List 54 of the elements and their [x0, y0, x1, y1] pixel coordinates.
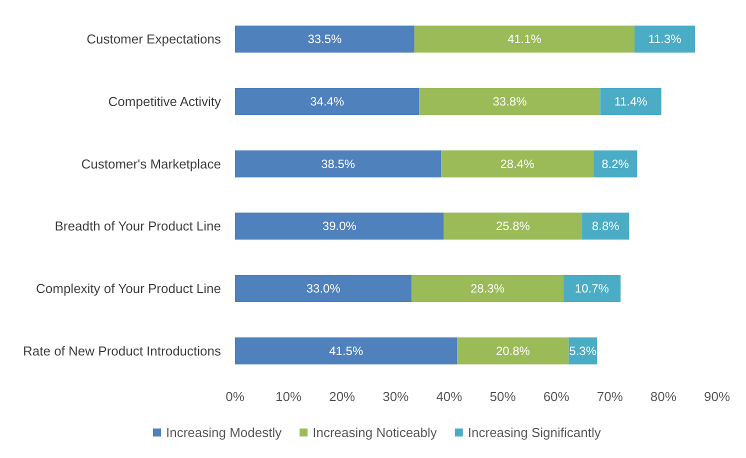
- x-tick-label: 60%: [543, 389, 570, 404]
- y-tick-label: Breadth of Your Product Line: [54, 218, 221, 234]
- y-tick-label: Customer Expectations: [86, 32, 222, 47]
- x-tick-label: 20%: [329, 389, 356, 404]
- data-label: 39.0%: [322, 219, 357, 234]
- y-tick-label: Competitive Activity: [108, 94, 222, 109]
- legend-label: Increasing Modestly: [166, 425, 282, 440]
- bar: [600, 88, 662, 115]
- x-tick-label: 50%: [490, 389, 516, 404]
- bar: [441, 150, 594, 178]
- legend-label: Increasing Significantly: [468, 425, 602, 440]
- bar: [235, 212, 444, 240]
- data-label: 28.4%: [500, 156, 535, 171]
- x-tick-label: 30%: [382, 389, 410, 404]
- y-tick-label: Customer's Marketplace: [81, 156, 221, 172]
- data-label: 38.5%: [321, 156, 356, 171]
- x-tick-label: 10%: [276, 389, 302, 404]
- data-label: 11.3%: [648, 32, 682, 46]
- x-tick-label: 70%: [596, 389, 624, 404]
- bar: [414, 26, 635, 53]
- data-label: 33.0%: [306, 282, 341, 296]
- data-label: 41.5%: [329, 344, 364, 358]
- bar: [412, 275, 564, 302]
- data-label: 33.5%: [308, 32, 342, 46]
- bar: [444, 212, 582, 240]
- data-label: 20.8%: [496, 344, 530, 358]
- data-label: 28.3%: [470, 282, 505, 296]
- bar: [235, 88, 420, 115]
- x-tick-label: 90%: [704, 389, 730, 404]
- data-label: 8.8%: [592, 219, 620, 234]
- bar: [235, 26, 414, 53]
- bar: [235, 150, 442, 178]
- bar: [235, 275, 412, 302]
- data-label: 25.8%: [496, 219, 530, 234]
- data-label: 11.4%: [614, 94, 648, 108]
- x-tick-label: 80%: [650, 389, 677, 404]
- y-tick-label: Complexity of Your Product Line: [36, 281, 221, 296]
- data-label: 41.1%: [507, 32, 542, 46]
- data-label: 34.4%: [310, 94, 344, 108]
- x-tick-label: 40%: [436, 389, 463, 404]
- bar: [593, 150, 638, 178]
- data-label: 33.8%: [492, 94, 528, 108]
- y-tick-label: Rate of New Product Introductions: [23, 343, 222, 358]
- data-label: 5.3%: [569, 344, 597, 358]
- bar: [563, 275, 621, 302]
- legend-label: Increasing Noticeably: [312, 425, 438, 440]
- bar: [235, 337, 458, 364]
- bar: [582, 212, 630, 240]
- bar: [457, 337, 569, 364]
- data-label: 10.7%: [574, 282, 610, 296]
- x-tick-label: 0%: [226, 389, 245, 404]
- data-label: 8.2%: [602, 156, 630, 171]
- bar: [634, 26, 696, 53]
- bar: [419, 88, 600, 115]
